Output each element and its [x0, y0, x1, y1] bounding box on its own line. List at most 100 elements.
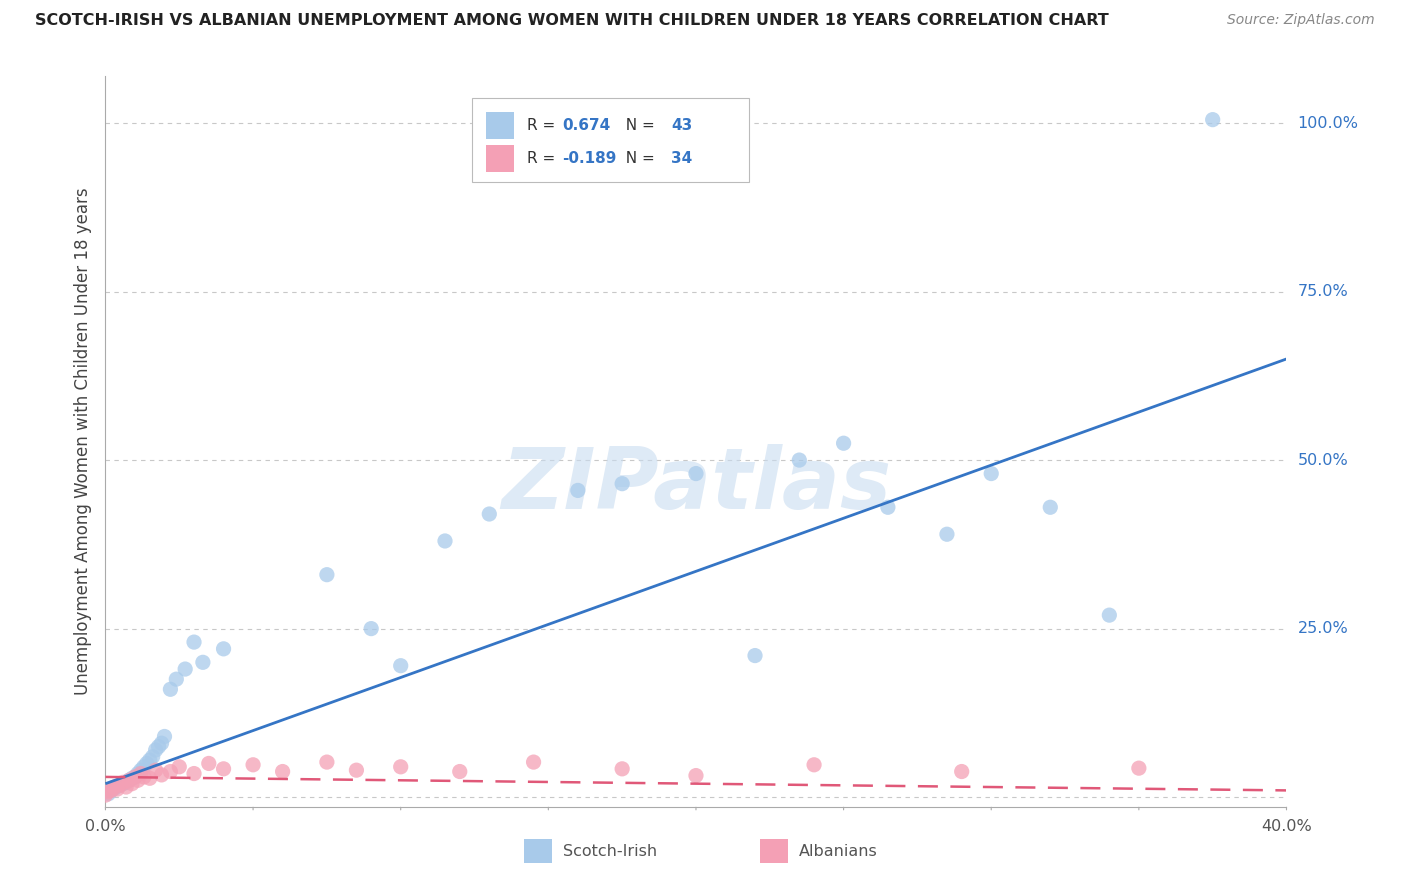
Text: 34: 34	[671, 151, 692, 166]
Point	[1039, 500, 1062, 515]
Point	[610, 476, 633, 491]
Point	[197, 756, 219, 771]
Text: ZIPatlas: ZIPatlas	[501, 444, 891, 527]
Point	[145, 763, 167, 777]
FancyBboxPatch shape	[485, 112, 515, 139]
Point	[138, 772, 162, 786]
Point	[478, 507, 501, 521]
Point	[610, 762, 633, 776]
Point	[191, 656, 214, 670]
Point	[433, 533, 456, 548]
FancyBboxPatch shape	[523, 839, 553, 863]
Text: R =: R =	[527, 151, 560, 166]
Point	[744, 648, 766, 663]
Point	[523, 755, 546, 769]
FancyBboxPatch shape	[759, 839, 789, 863]
Point	[135, 756, 157, 771]
Point	[449, 764, 471, 779]
Point	[346, 763, 368, 777]
Point	[138, 753, 162, 767]
Point	[129, 766, 152, 780]
Text: Source: ZipAtlas.com: Source: ZipAtlas.com	[1227, 13, 1375, 28]
Point	[100, 783, 122, 797]
Point	[150, 768, 173, 782]
Text: 0.674: 0.674	[562, 118, 610, 133]
Point	[169, 760, 191, 774]
Point	[132, 760, 155, 774]
Point	[271, 764, 294, 779]
Text: 0.0%: 0.0%	[86, 820, 125, 834]
Point	[165, 672, 187, 686]
Point	[124, 770, 146, 784]
Text: -0.189: -0.189	[562, 151, 617, 166]
Point	[832, 436, 855, 450]
Point	[129, 763, 152, 777]
Point	[100, 783, 122, 797]
Point	[105, 780, 128, 794]
Point	[877, 500, 900, 515]
Point	[242, 757, 264, 772]
Point	[803, 757, 825, 772]
Point	[110, 778, 132, 792]
Point	[159, 682, 181, 697]
Point	[118, 773, 141, 788]
Point	[685, 467, 707, 481]
Point	[950, 764, 973, 779]
Text: Scotch-Irish: Scotch-Irish	[562, 844, 657, 859]
Text: 100.0%: 100.0%	[1298, 115, 1358, 130]
Point	[567, 483, 589, 498]
Point	[132, 770, 155, 784]
Point	[212, 762, 235, 776]
Text: 50.0%: 50.0%	[1298, 452, 1348, 467]
Point	[183, 766, 205, 780]
Text: R =: R =	[527, 118, 560, 133]
Point	[112, 775, 135, 789]
FancyBboxPatch shape	[471, 98, 749, 182]
Text: 75.0%: 75.0%	[1298, 284, 1348, 299]
Point	[315, 567, 337, 582]
Point	[148, 739, 170, 754]
Point	[980, 467, 1002, 481]
Point	[315, 755, 337, 769]
Text: 40.0%: 40.0%	[1261, 820, 1312, 834]
Point	[115, 780, 138, 794]
Point	[360, 622, 382, 636]
Point	[97, 787, 120, 801]
Point	[121, 772, 143, 786]
Y-axis label: Unemployment Among Women with Children Under 18 years: Unemployment Among Women with Children U…	[73, 187, 91, 696]
Point	[142, 749, 165, 764]
Text: 25.0%: 25.0%	[1298, 621, 1348, 636]
Text: N =: N =	[616, 118, 659, 133]
Point	[112, 777, 135, 791]
Point	[103, 781, 125, 796]
FancyBboxPatch shape	[485, 145, 515, 172]
Point	[94, 788, 117, 802]
Point	[127, 773, 149, 788]
Point	[1201, 112, 1223, 127]
Point	[685, 768, 707, 782]
Point	[115, 775, 138, 789]
Point	[121, 777, 143, 791]
Point	[153, 730, 176, 744]
Point	[103, 780, 125, 794]
Point	[1098, 608, 1121, 623]
Text: SCOTCH-IRISH VS ALBANIAN UNEMPLOYMENT AMONG WOMEN WITH CHILDREN UNDER 18 YEARS C: SCOTCH-IRISH VS ALBANIAN UNEMPLOYMENT AM…	[35, 13, 1109, 29]
Point	[183, 635, 205, 649]
Point	[212, 641, 235, 656]
Text: 43: 43	[671, 118, 692, 133]
Point	[159, 764, 181, 779]
Point	[97, 785, 120, 799]
Point	[1128, 761, 1150, 775]
Point	[145, 743, 167, 757]
Point	[150, 736, 173, 750]
Point	[389, 658, 412, 673]
Point	[124, 770, 146, 784]
Point	[389, 760, 412, 774]
Point	[118, 773, 141, 788]
Text: Albanians: Albanians	[799, 844, 877, 859]
Point	[105, 782, 128, 797]
Point	[127, 766, 149, 780]
Point	[936, 527, 959, 541]
Text: N =: N =	[616, 151, 659, 166]
Point	[787, 453, 810, 467]
